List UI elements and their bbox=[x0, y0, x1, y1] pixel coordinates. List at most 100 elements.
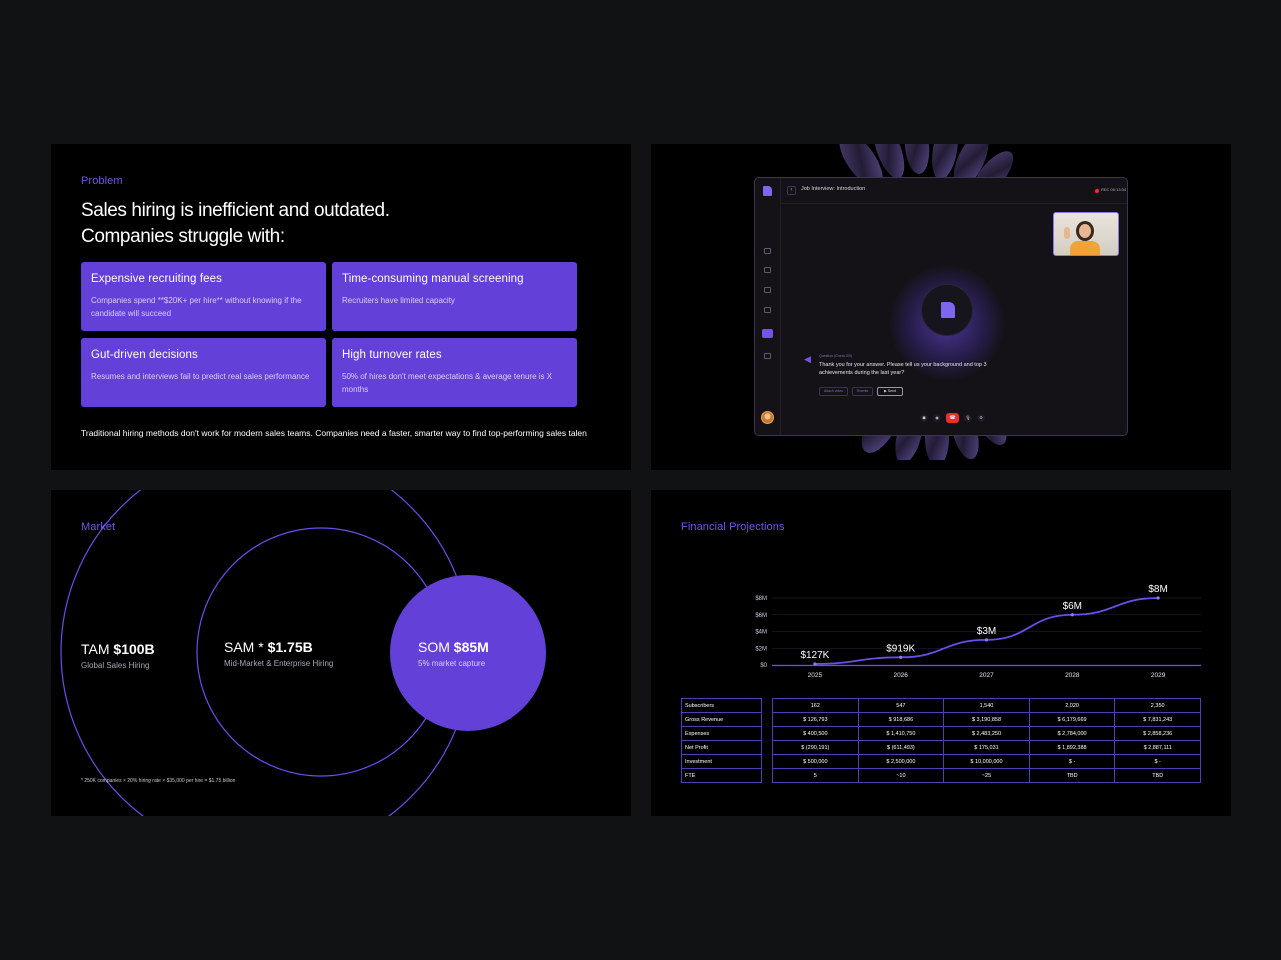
video-person-face bbox=[1079, 224, 1091, 238]
som-prefix: SOM bbox=[418, 639, 450, 655]
table-cell: 1,540 bbox=[943, 698, 1030, 713]
data-label: $6M bbox=[1063, 601, 1082, 612]
table-cell: $ 7,831,243 bbox=[1114, 712, 1201, 727]
table-row: 162 547 1,540 2,020 2,350 bbox=[772, 698, 1201, 713]
market-eyebrow: Market bbox=[81, 521, 116, 533]
table-row: $ (290,191) $ (611,493) $ 175,031 $ 1,892,3… bbox=[772, 740, 1201, 755]
tam-value: $100B bbox=[113, 641, 155, 657]
video-icon[interactable] bbox=[762, 329, 773, 338]
table-cell: 162 bbox=[772, 698, 859, 713]
app-window-title: Job Interview: Introduction bbox=[801, 186, 866, 192]
x-tick-label: 2029 bbox=[1151, 672, 1166, 679]
user-icon[interactable] bbox=[764, 267, 771, 273]
app-header: ‹ Job Interview: Introduction REC 00:13:… bbox=[781, 178, 1127, 204]
sam-label: SAM * $1.75B bbox=[224, 639, 313, 655]
problem-eyebrow: Problem bbox=[81, 175, 123, 187]
table-cell: $ (290,191) bbox=[772, 740, 859, 755]
table-row: $ 500,000 $ 2,500,000 $ 10,000,000 $ - $ - bbox=[772, 754, 1201, 769]
avatar[interactable] bbox=[761, 411, 774, 424]
financial-label-row: Net Profit bbox=[681, 740, 762, 755]
table-cell: 547 bbox=[857, 698, 945, 713]
home-icon[interactable] bbox=[764, 248, 771, 254]
end-call-button[interactable]: ☎ bbox=[946, 413, 959, 423]
x-tick-label: 2025 bbox=[808, 672, 823, 679]
financial-row-label: Investment bbox=[681, 754, 762, 769]
table-cell: 2,350 bbox=[1114, 698, 1201, 713]
table-row: $ 400,500 $ 1,410,750 $ 2,483,250 $ 2,784,0… bbox=[772, 726, 1201, 741]
table-cell: ~25 bbox=[943, 768, 1030, 783]
ai-logo-icon bbox=[941, 302, 955, 318]
problem-card-desc: Recruiters have limited capacity bbox=[342, 296, 455, 305]
financial-label-row: FTE bbox=[681, 768, 762, 783]
table-cell: $ - bbox=[1028, 754, 1116, 769]
financial-row-label: FTE bbox=[681, 768, 762, 783]
sam-value: $1.75B bbox=[267, 639, 313, 655]
problem-card-desc: Resumes and interviews fail to predict r… bbox=[91, 372, 310, 381]
problem-footer: Traditional hiring methods don't work fo… bbox=[81, 428, 587, 438]
calendar-icon[interactable] bbox=[764, 287, 771, 293]
stop-icon[interactable]: ◼ bbox=[920, 414, 928, 422]
data-point bbox=[813, 662, 817, 666]
video-person-body bbox=[1070, 241, 1100, 255]
rewrite-button[interactable]: Rewrite bbox=[852, 387, 873, 396]
som-value: $85M bbox=[453, 639, 489, 655]
slide-interview[interactable]: ‹ Job Interview: Introduction REC 00:13:… bbox=[651, 144, 1231, 470]
table-cell: $ 400,500 bbox=[772, 726, 859, 741]
slide-market[interactable]: Market TAM $100B Global Sales Hiring SAM… bbox=[51, 490, 631, 816]
table-cell: $ 2,784,000 bbox=[1028, 726, 1116, 741]
table-cell: $ 126,793 bbox=[772, 712, 859, 727]
attach-video-button[interactable]: Attach video bbox=[819, 387, 848, 396]
audio-wave-icon: ◀ bbox=[804, 354, 811, 364]
record-timer: REC 00:13:34 bbox=[1101, 187, 1127, 192]
problem-title-line-2: Companies struggle with: bbox=[81, 226, 285, 247]
send-label: Send bbox=[887, 389, 896, 393]
financial-row-label: Net Profit bbox=[681, 740, 762, 755]
problem-card: High turnover rates 50% of hires don't m… bbox=[332, 338, 577, 407]
table-cell: $ 3,190,858 bbox=[943, 712, 1030, 727]
problem-card-title: Expensive recruiting fees bbox=[91, 273, 222, 285]
candidate-video[interactable] bbox=[1053, 212, 1119, 256]
problem-card-title: Time-consuming manual screening bbox=[342, 273, 524, 285]
problem-title: Sales hiring is inefficient and outdated… bbox=[81, 198, 390, 250]
problem-card: Gut-driven decisions Resumes and intervi… bbox=[81, 338, 326, 407]
table-cell: $ 2,500,000 bbox=[857, 754, 945, 769]
document-icon[interactable] bbox=[764, 307, 771, 313]
table-cell: 5 bbox=[772, 768, 859, 783]
building-icon[interactable] bbox=[764, 353, 771, 359]
back-button[interactable]: ‹ bbox=[787, 186, 796, 195]
interview-app-window: ‹ Job Interview: Introduction REC 00:13:… bbox=[754, 177, 1128, 436]
camera-icon[interactable]: ◉ bbox=[933, 414, 941, 422]
som-sub: 5% market capture bbox=[418, 659, 486, 668]
financial-eyebrow: Financial Projections bbox=[681, 521, 785, 533]
slide-problem[interactable]: Problem Sales hiring is inefficient and … bbox=[51, 144, 631, 470]
app-sidebar bbox=[755, 178, 781, 435]
question-text: Thank you for your answer. Please tell u… bbox=[819, 362, 987, 376]
financial-table: 162 547 1,540 2,020 2,350 $ 126,793 $ 918,686 $… bbox=[772, 698, 1201, 783]
data-point bbox=[899, 655, 903, 659]
data-point bbox=[984, 638, 989, 642]
data-point bbox=[1156, 596, 1160, 600]
microphone-icon[interactable]: 🎙 bbox=[964, 414, 972, 422]
problem-card-desc: 50% of hires don't meet expectations & a… bbox=[342, 372, 553, 394]
table-cell: $ 500,000 bbox=[772, 754, 859, 769]
problem-card-title: Gut-driven decisions bbox=[91, 349, 198, 361]
table-cell: $ 175,031 bbox=[943, 740, 1030, 755]
table-cell: TBD bbox=[1028, 768, 1116, 783]
sam-sub: Mid-Market & Enterprise Hiring bbox=[224, 659, 334, 668]
send-button[interactable]: ▶ Send bbox=[877, 387, 903, 396]
settings-icon[interactable]: ⚙ bbox=[977, 414, 985, 422]
problem-card-title: High turnover rates bbox=[342, 349, 442, 361]
market-footnote: * 250K companies × 20% hiring rate × $35… bbox=[81, 778, 236, 784]
financial-label-row: Expenses bbox=[681, 726, 762, 741]
y-tick-label: $2M bbox=[755, 646, 767, 652]
x-tick-label: 2027 bbox=[979, 672, 994, 679]
table-row: $ 126,793 $ 918,686 $ 3,190,858 $ 6,179,669… bbox=[772, 712, 1201, 727]
slide-financial[interactable]: Financial Projections $0 $2M $4M $6M $8M $127… bbox=[651, 490, 1231, 816]
tam-label: TAM $100B bbox=[81, 641, 155, 657]
problem-card-desc: Companies spend **$20K+ per hire** witho… bbox=[91, 296, 302, 318]
financial-label-row: Investment bbox=[681, 754, 762, 769]
financial-label-row: Gross Revenue bbox=[681, 712, 762, 727]
problem-card: Expensive recruiting fees Companies spen… bbox=[81, 262, 326, 331]
table-cell: $ 918,686 bbox=[857, 712, 945, 727]
som-circle bbox=[390, 575, 546, 731]
